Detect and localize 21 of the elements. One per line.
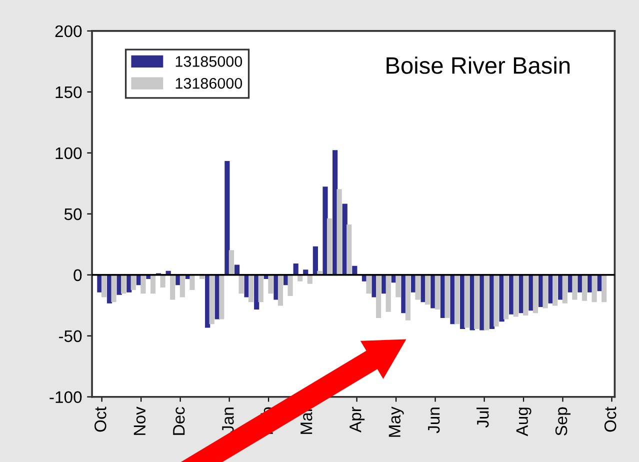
legend-label: 13185000 [176, 56, 242, 67]
x-tick-label: Dec [173, 407, 185, 435]
x-tick-label: Nov [134, 406, 146, 435]
x-tick-label: May [388, 406, 404, 437]
y-tick-label: -50 [58, 330, 82, 342]
annotation: Boise River Basin [386, 56, 570, 74]
y-tick-label: 200 [55, 25, 82, 38]
y-tick-label: 150 [56, 86, 82, 98]
x-tick-label: Jun [428, 408, 440, 434]
x-tick-label: Oct [94, 406, 106, 432]
legend-label: 13186000 [176, 78, 242, 89]
x-tick-label: Jan [222, 408, 234, 434]
x-tick-label: Oct [604, 406, 616, 432]
x-tick-label: Apr [350, 406, 365, 432]
x-tick-label: Sep [555, 407, 571, 436]
x-tick-label: Aug [516, 408, 532, 436]
x-tick-label: Jul [476, 408, 489, 428]
y-tick-label: 100 [56, 147, 82, 160]
y-tick-label: 50 [64, 208, 82, 220]
y-tick-label: -100 [50, 391, 82, 404]
y-tick-label: 0 [74, 269, 82, 282]
